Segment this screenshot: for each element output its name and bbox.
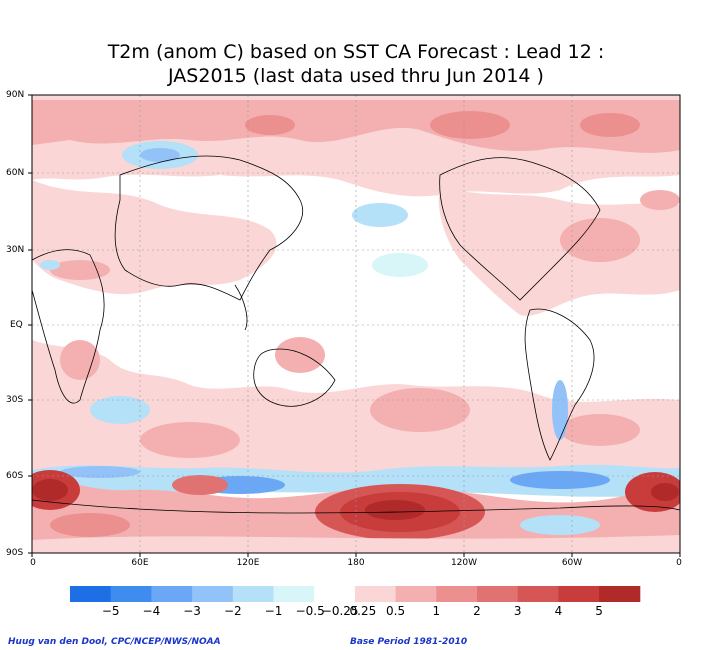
legend-swatch (395, 586, 437, 602)
legend-swatch (192, 586, 234, 602)
axis-ticks (28, 94, 681, 557)
legend-swatch (110, 586, 152, 602)
lon-label: 180 (347, 558, 365, 568)
chart-title-line1: T2m (anom C) based on SST CA Forecast : … (107, 41, 605, 63)
chart-title-line2: JAS2015 (last data used thru Jun 2014 ) (168, 65, 544, 87)
lon-label: 0 (676, 558, 682, 568)
coastlines (31, 155, 681, 514)
legend-label: −2 (223, 604, 242, 618)
lon-label: 120W (450, 558, 478, 568)
legend-swatch (70, 586, 112, 602)
lat-label: 60S (6, 471, 24, 481)
lon-label: 120E (236, 558, 260, 568)
legend-label: 3 (513, 604, 522, 618)
lat-label: EQ (10, 320, 23, 330)
legend-swatch (354, 586, 397, 602)
legend-swatch (558, 586, 600, 602)
legend-swatch (599, 586, 641, 602)
legend-label: −0.25 (321, 604, 359, 618)
lat-label: 30S (6, 395, 24, 405)
legend-swatch (151, 586, 193, 602)
legend-label: −4 (142, 604, 161, 618)
legend-label: 0.25 (349, 604, 377, 618)
lon-label: 0 (30, 558, 36, 568)
legend-swatch (436, 586, 478, 602)
legend-label: 0.5 (386, 604, 406, 618)
legend-label: 5 (595, 604, 603, 618)
lon-label: 60E (131, 558, 149, 568)
lat-label: 60N (6, 168, 25, 178)
legend-label: 1 (432, 604, 441, 618)
legend-swatch (517, 586, 559, 602)
legend-swatch (477, 586, 519, 602)
legend-label: 2 (473, 604, 481, 618)
lat-label: 90S (6, 548, 24, 558)
legend-label: 4 (554, 604, 563, 618)
legend-label: −1 (264, 604, 283, 618)
legend-swatch (273, 586, 315, 602)
lat-label: 90N (6, 90, 25, 100)
legend-label: −5 (101, 604, 120, 618)
lat-label: 30N (6, 245, 25, 255)
credit-text: Huug van den Dool, CPC/NCEP/NWS/NOAA (8, 637, 221, 647)
legend-swatch (232, 586, 274, 602)
legend-swatch (314, 586, 356, 602)
base-period-text: Base Period 1981-2010 (350, 637, 468, 647)
graticule (32, 95, 680, 553)
lon-label: 60W (561, 558, 583, 568)
legend-label: −0.5 (295, 604, 325, 618)
legend-label: −3 (183, 604, 201, 618)
